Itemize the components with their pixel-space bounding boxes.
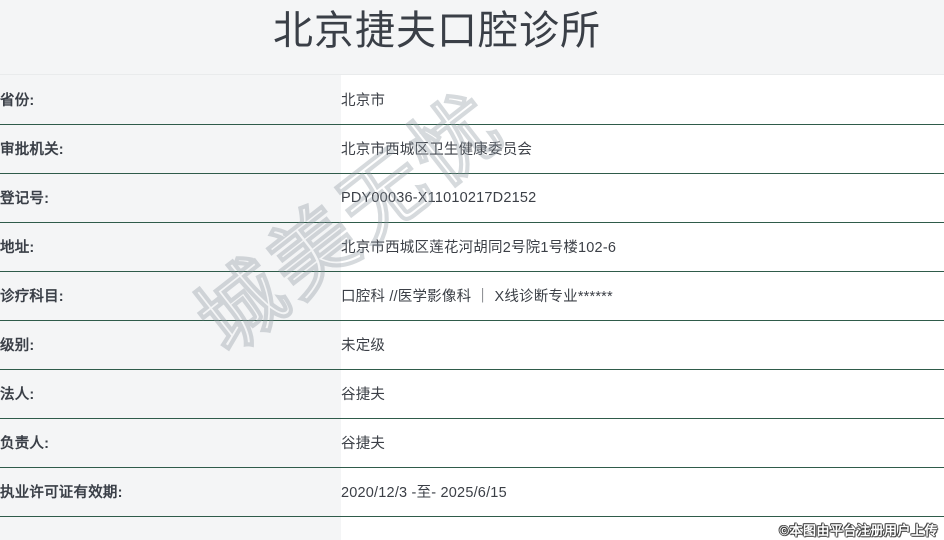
row-value-level: 未定级	[341, 319, 944, 369]
row-value-address: 北京市西城区莲花河胡同2号院1号楼102-6	[341, 221, 944, 271]
table-row: 级别: 未定级	[0, 319, 944, 369]
row-value-registration-number: PDY00036-X11010217D2152	[341, 172, 944, 222]
row-label-approval-authority: 审批机关:	[0, 123, 341, 173]
row-label-province: 省份:	[0, 75, 341, 124]
table-row: 登记号: PDY00036-X11010217D2152	[0, 172, 944, 222]
table-row: 审批机关: 北京市西城区卫生健康委员会	[0, 123, 944, 173]
row-value-approval-authority: 北京市西城区卫生健康委员会	[341, 123, 944, 173]
row-label-level: 级别:	[0, 319, 341, 369]
table-row: 负责人: 谷捷夫	[0, 417, 944, 467]
page-header: 北京捷夫口腔诊所	[0, 0, 944, 75]
clinic-info-table: 省份: 北京市 审批机关: 北京市西城区卫生健康委员会 登记号: PDY0003…	[0, 75, 944, 516]
table-bottom-border	[0, 516, 944, 517]
table-bottom-label-strip	[0, 517, 341, 540]
row-value-responsible-person: 谷捷夫	[341, 417, 944, 467]
row-value-legal-person: 谷捷夫	[341, 368, 944, 418]
row-value-license-validity: 2020/12/3 -至- 2025/6/15	[341, 466, 944, 516]
row-label-responsible-person: 负责人:	[0, 417, 341, 467]
row-label-registration-number: 登记号:	[0, 172, 341, 222]
row-value-departments: 口腔科 //医学影像科 ｜ X线诊断专业******	[341, 270, 944, 320]
table-row: 地址: 北京市西城区莲花河胡同2号院1号楼102-6	[0, 221, 944, 271]
row-value-province: 北京市	[341, 75, 944, 124]
row-label-departments: 诊疗科目:	[0, 270, 341, 320]
footer-watermark: ©本图由平台注册用户上传	[779, 523, 938, 538]
table-row: 执业许可证有效期: 2020/12/3 -至- 2025/6/15	[0, 466, 944, 516]
table-row: 诊疗科目: 口腔科 //医学影像科 ｜ X线诊断专业******	[0, 270, 944, 320]
row-label-legal-person: 法人:	[0, 368, 341, 418]
page-title: 北京捷夫口腔诊所	[273, 9, 601, 53]
table-row: 省份: 北京市	[0, 75, 944, 124]
clinic-info-table-body: 省份: 北京市 审批机关: 北京市西城区卫生健康委员会 登记号: PDY0003…	[0, 75, 944, 516]
table-row: 法人: 谷捷夫	[0, 368, 944, 418]
row-label-address: 地址:	[0, 221, 341, 271]
row-label-license-validity: 执业许可证有效期:	[0, 466, 341, 516]
